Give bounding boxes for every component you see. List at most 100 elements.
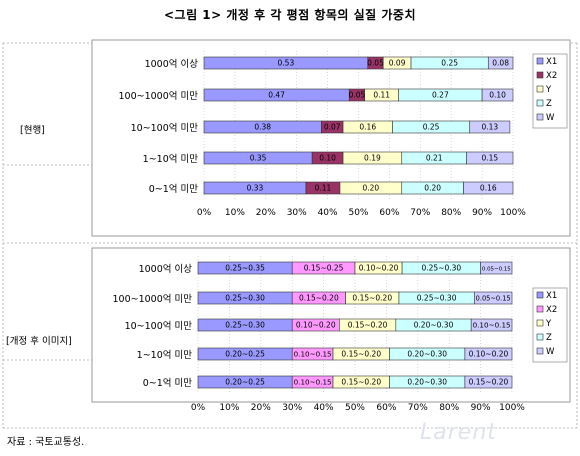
data-label: 0.10~0.15 [294,378,332,387]
legend-swatch [536,291,544,299]
legend-label: X1 [546,291,557,301]
legend: X1 X2 YZW [532,53,568,129]
data-label: 0.15~0.20 [299,294,339,303]
data-label: 0.21 [426,154,443,163]
legend-swatch [536,71,544,79]
data-label: 0.05 [349,91,366,100]
chart-title: <그림 1> 개정 후 각 평점 항목의 실질 가중치 [163,8,417,22]
bar-segment-w [469,120,511,134]
bar-segment-w [487,56,514,70]
data-label: 0.25~0.30 [417,294,457,303]
legend-label: Y [545,319,552,329]
watermark-logo: Larent [420,420,497,445]
data-label: 0.20~0.30 [414,321,454,330]
legend: X1 X2 YZW [532,287,568,363]
legend-swatch [536,99,544,107]
legend-swatch [536,347,544,355]
data-label: 0.25~0.35 [225,264,265,273]
data-label: 0.25 [441,59,458,68]
data-label: 0.25 [423,123,440,132]
legend-label: W [546,347,555,357]
category-label: 1~10억 미만 [137,349,193,361]
data-label: 0.09 [389,59,406,68]
data-label: 0.20~0.25 [225,378,265,387]
bar-segment-w [474,291,513,305]
legend-label: W [546,113,555,123]
data-label: 0.10~0.20 [469,350,509,359]
data-label: 0.35 [250,154,267,163]
data-label: 0.13 [481,123,498,132]
data-label: 0.20~0.30 [407,378,447,387]
bar-segment-w [464,375,513,389]
data-label: 0.10 [489,91,506,100]
chart-0: 0% 10% 20% 30% 40% 50% 60% 70% 80% 90% 100% 1000억 이… [91,39,571,237]
data-label: 0.25~0.30 [225,321,265,330]
x-tick-label: 0% [197,208,212,218]
x-tick-label: 40% [318,208,338,218]
legend-label: X2 [546,71,557,81]
section-label-revised: [개정 후 이미지] [6,336,72,347]
bar-segment-w [480,261,513,275]
data-label: 0.33 [247,184,264,193]
data-label: 0.27 [432,91,449,100]
data-label: 0.15~0.20 [469,378,509,387]
x-tick-label: 30% [287,208,307,218]
category-label: 1~10억 미만 [143,153,199,165]
data-label: 0.53 [278,59,295,68]
legend-label: X1 [546,57,557,67]
x-tick-label: 80% [441,208,461,218]
data-label: 0.15~0.20 [348,321,388,330]
legend-swatch [536,57,544,65]
data-label: 0.05~0.15 [482,267,511,273]
x-tick-label: 10% [225,208,245,218]
chart-1: 0% 10% 20% 30% 40% 50% 60% 70% 80% 90% 100% 1000억 이… [91,247,571,413]
x-tick-label: 20% [251,403,271,413]
category-label: 10~100억 미만 [131,122,199,134]
data-label: 0.11 [373,91,390,100]
category-label: 100~1000억 미만 [118,90,198,102]
category-label: 0~1억 미만 [149,183,199,195]
bar-segment-w [464,347,513,361]
category-label: 1000억 이상 [145,58,199,70]
data-label: 0.16 [480,184,497,193]
x-tick-label: 100% [500,208,526,218]
legend-swatch [536,113,544,121]
x-tick-label: 90% [472,208,492,218]
legend-swatch [536,85,544,93]
x-tick-label: 70% [410,208,430,218]
data-label: 0.15~0.20 [352,294,392,303]
category-label: 0~1억 미만 [143,377,193,389]
x-tick-label: 0% [191,403,206,413]
x-tick-label: 60% [376,403,396,413]
data-label: 0.38 [254,123,271,132]
data-label: 0.15~0.25 [304,264,344,273]
x-tick-label: 10% [219,403,239,413]
data-label: 0.19 [364,154,381,163]
x-tick-label: 30% [282,403,302,413]
data-label: 0.10~0.15 [473,321,511,330]
legend-label: Z [546,333,552,343]
x-tick-label: 50% [348,208,368,218]
category-label: 10~100억 미만 [125,320,193,332]
data-label: 0.10 [319,154,336,163]
data-label: 0.15~0.20 [341,378,381,387]
bar-segment-w [463,181,514,195]
legend-swatch [536,319,544,327]
plot-panel [91,39,571,237]
legend-swatch [536,333,544,341]
x-tick-label: 90% [471,403,491,413]
data-label: 0.20~0.30 [407,350,447,359]
x-tick-label: 60% [379,208,399,218]
data-label: 0.25~0.30 [225,294,265,303]
data-label: 0.16 [359,123,376,132]
data-label: 0.05~0.15 [476,295,511,303]
legend-label: X2 [546,305,557,315]
legend-label: Z [546,99,552,109]
data-label: 0.47 [268,91,285,100]
x-tick-label: 40% [314,403,334,413]
data-label: 0.10~0.20 [296,321,336,330]
category-label: 100~1000억 미만 [112,293,192,305]
data-label: 0.08 [492,59,509,68]
bar-segment-w [466,151,514,165]
section-label-current: [현행] [20,125,45,136]
